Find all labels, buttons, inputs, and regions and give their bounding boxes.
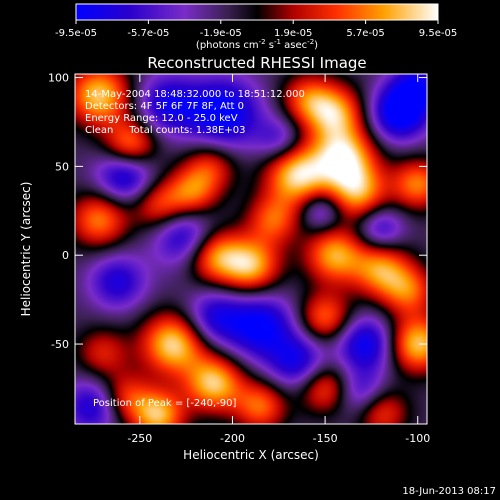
annotation-peak: Position of Peak = [-240,-90] bbox=[93, 398, 237, 409]
colorbar-gradient bbox=[76, 4, 438, 20]
annotation-detectors: Detectors: 4F 5F 6F 7F 8F, Att 0 bbox=[85, 101, 244, 112]
y-axis-label: Heliocentric Y (arcsec) bbox=[19, 182, 33, 317]
y-tick-label: 50 bbox=[55, 160, 69, 173]
x-tick-label: -200 bbox=[220, 432, 245, 445]
y-tick-label: -50 bbox=[51, 338, 69, 351]
plot-frame bbox=[74, 73, 428, 425]
y-tick-label: 0 bbox=[62, 249, 69, 262]
colorbar-unit-label: (photons cm-2 s-1 asec-2) bbox=[196, 38, 318, 51]
y-tick-label: 100 bbox=[48, 72, 69, 85]
footer-timestamp: 18-Jun-2013 08:17 bbox=[402, 486, 496, 497]
colorbar: -9.5e-05 -5.7e-05 -1.9e-05 1.9e-05 5.7e-05 9.… bbox=[55, 3, 457, 51]
annotation-time: 14-May-2004 18:48:32.000 to 18:51:12.000 bbox=[85, 89, 305, 100]
colorbar-tick-label: -1.9e-05 bbox=[200, 28, 242, 39]
colorbar-tick-label: 5.7e-05 bbox=[346, 28, 384, 39]
annotations: 14-May-2004 18:48:32.000 to 18:51:12.000… bbox=[85, 89, 305, 409]
chart-title: Reconstructed RHESSI Image bbox=[147, 54, 366, 72]
colorbar-tick-label: -9.5e-05 bbox=[55, 28, 97, 39]
annotation-energy: Energy Range: 12.0 - 25.0 keV bbox=[85, 113, 238, 124]
x-tick-label: -100 bbox=[405, 432, 430, 445]
heatmap-image bbox=[75, 74, 427, 424]
colorbar-tick-label: -5.7e-05 bbox=[127, 28, 169, 39]
colorbar-frame bbox=[75, 3, 439, 21]
x-axis-label: Heliocentric X (arcsec) bbox=[183, 448, 319, 462]
annotation-method: Clean Total counts: 1.38E+03 bbox=[85, 125, 245, 136]
colorbar-tick-label: 1.9e-05 bbox=[274, 28, 312, 39]
x-tick-label: -150 bbox=[313, 432, 338, 445]
x-tick-label: -250 bbox=[127, 432, 152, 445]
colorbar-tick-label: 9.5e-05 bbox=[419, 28, 457, 39]
